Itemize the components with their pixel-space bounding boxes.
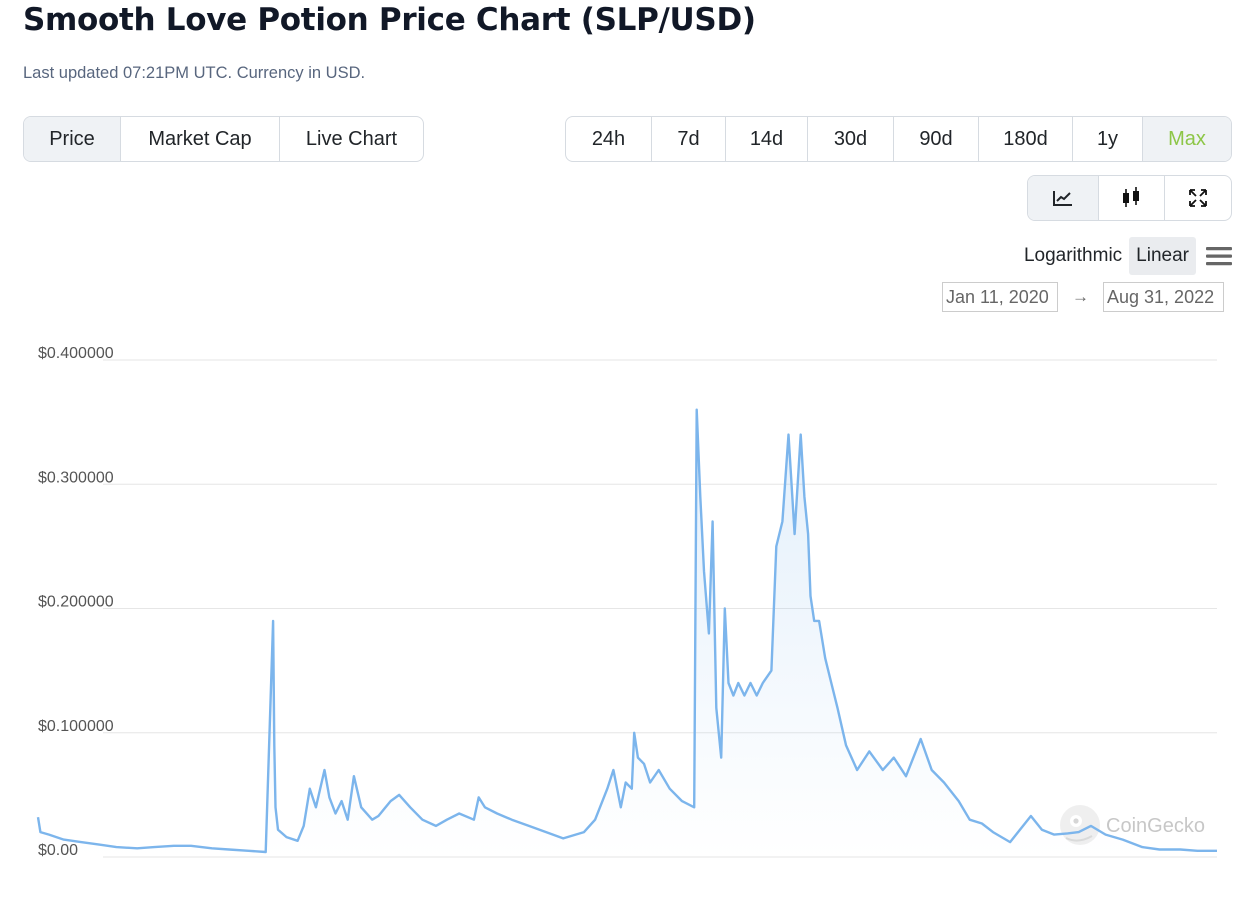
linear-option[interactable]: Linear: [1129, 237, 1196, 275]
y-tick-label: $0.300000: [38, 469, 114, 486]
hamburger-menu-icon: [1206, 247, 1232, 266]
chart-view-tabs: [1027, 175, 1232, 221]
y-tick-label: $0.400000: [38, 345, 114, 362]
y-tick-label: $0.200000: [38, 594, 114, 611]
price-series-line: [36, 408, 1217, 854]
watermark-text: CoinGecko: [1106, 815, 1205, 837]
date-to-input[interactable]: Aug 31, 2022: [1103, 282, 1224, 312]
scale-selector: Logarithmic Linear: [1017, 236, 1232, 276]
date-range-selector: Jan 11, 2020 → Aug 31, 2022: [942, 281, 1224, 313]
range-180d[interactable]: 180d: [978, 117, 1072, 161]
range-90d[interactable]: 90d: [893, 117, 978, 161]
tab-market-cap[interactable]: Market Cap: [120, 117, 279, 161]
fullscreen-button[interactable]: [1163, 176, 1231, 220]
date-range-arrow: →: [1072, 287, 1089, 306]
range-30d[interactable]: 30d: [807, 117, 893, 161]
range-1y[interactable]: 1y: [1072, 117, 1142, 161]
line-chart-button[interactable]: [1028, 176, 1099, 220]
y-tick-label: $0.100000: [38, 718, 114, 735]
logarithmic-option[interactable]: Logarithmic: [1023, 245, 1123, 266]
line-chart-icon: [1053, 191, 1073, 206]
date-from-input[interactable]: Jan 11, 2020: [942, 282, 1058, 312]
time-range-tabs: 24h 7d 14d 30d 90d 180d 1y Max: [565, 116, 1232, 162]
chart-menu-button[interactable]: [1206, 245, 1232, 267]
range-max[interactable]: Max: [1142, 117, 1231, 161]
price-area-fill: [38, 409, 1217, 857]
candlestick-icon: [1123, 187, 1140, 207]
tab-price[interactable]: Price: [24, 117, 120, 161]
range-24h[interactable]: 24h: [591, 127, 626, 150]
candlestick-button[interactable]: [1098, 176, 1163, 220]
page-title: Smooth Love Potion Price Chart (SLP/USD): [23, 2, 756, 38]
expand-icon: [1188, 189, 1207, 207]
range-7d[interactable]: 7d: [651, 117, 725, 161]
tab-live-chart[interactable]: Live Chart: [279, 117, 423, 161]
last-updated-text: Last updated 07:21PM UTC. Currency in US…: [23, 64, 366, 82]
range-14d[interactable]: 14d: [725, 117, 807, 161]
chart-type-tabs: Price Market Cap Live Chart: [23, 116, 424, 162]
